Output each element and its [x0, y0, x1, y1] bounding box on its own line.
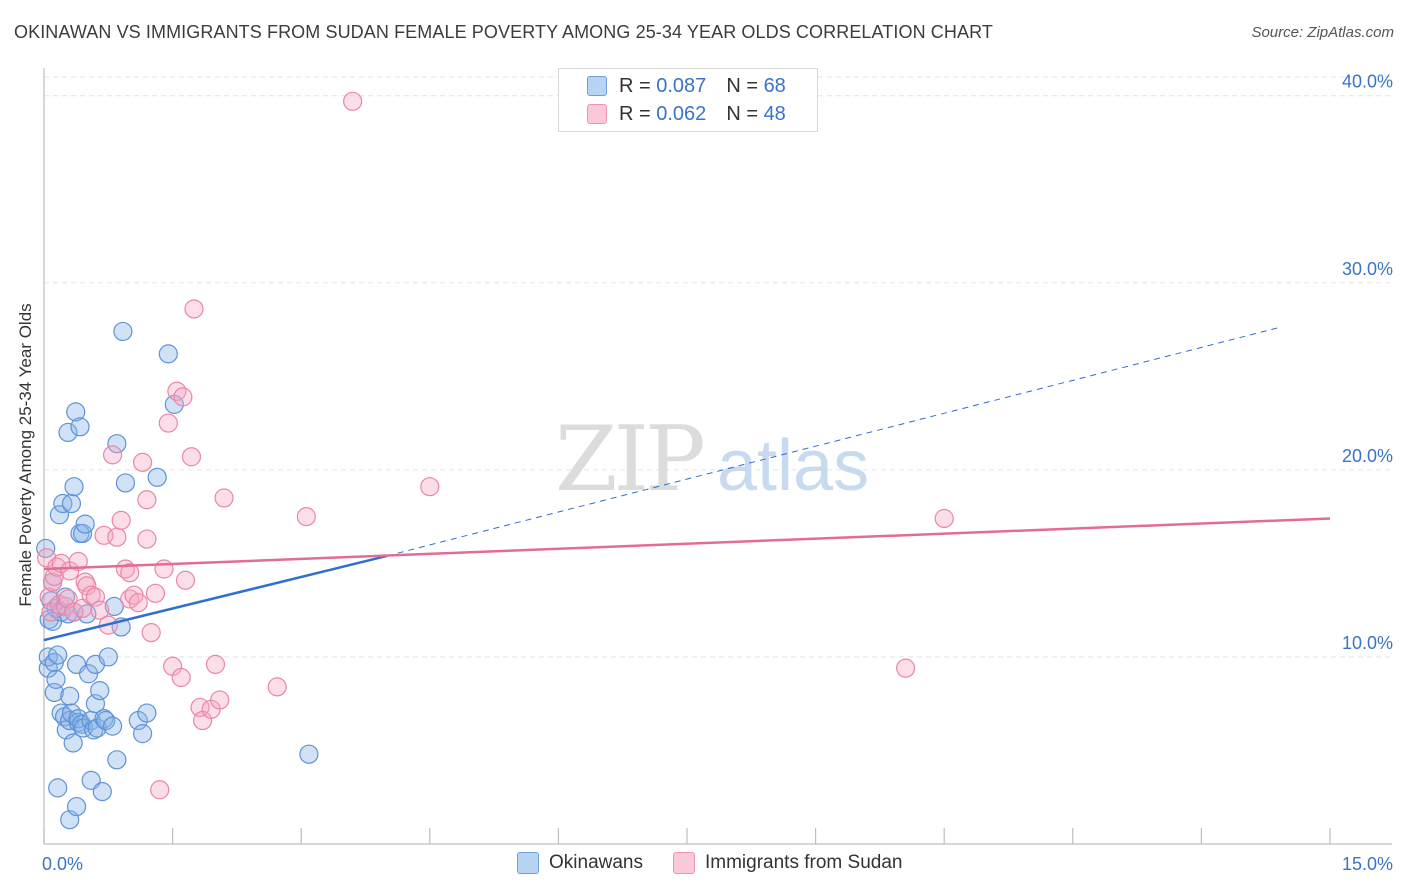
data-point: [48, 645, 68, 665]
watermark: ZIP atlas: [555, 407, 869, 512]
legend-row-sudan: R = 0.062 N = 48: [587, 101, 786, 127]
y-tick-label: 40.0%: [1342, 72, 1393, 92]
data-point: [107, 750, 127, 770]
data-point: [113, 321, 133, 342]
data-point: [38, 658, 58, 678]
data-point: [58, 422, 78, 443]
legend-swatch-sudan: [673, 852, 695, 874]
data-point: [141, 623, 161, 643]
n-value: 48: [763, 102, 786, 125]
watermark-zip: ZIP: [555, 407, 703, 512]
r-label: R =: [619, 74, 651, 97]
data-point: [150, 780, 170, 800]
trend-line-sudan: [43, 517, 1331, 571]
data-point: [137, 490, 157, 510]
data-point: [173, 387, 193, 407]
n-value: 68: [763, 74, 786, 97]
legend-label-okinawans: Okinawans: [549, 852, 643, 873]
data-point: [115, 473, 136, 493]
data-point: [38, 647, 58, 667]
data-point: [158, 344, 178, 364]
data-point: [60, 686, 80, 706]
data-point: [420, 477, 440, 497]
data-point: [104, 596, 124, 617]
r-value: 0.087: [656, 74, 707, 97]
data-point: [90, 600, 110, 620]
swatch-sudan: [587, 104, 607, 124]
legend-row-okinawans: R = 0.087 N = 68: [587, 73, 786, 99]
data-point: [49, 505, 70, 525]
data-point: [98, 647, 118, 667]
chart-title: OKINAWAN VS IMMIGRANTS FROM SUDAN FEMALE…: [14, 22, 993, 42]
data-point: [66, 796, 87, 817]
n-label: N =: [726, 102, 758, 125]
data-point: [63, 733, 83, 753]
series-okinawans: [36, 321, 319, 830]
data-point: [107, 434, 127, 454]
data-point: [210, 690, 230, 710]
y-tick-label: 20.0%: [1342, 446, 1393, 466]
trend-line-okinawans: [43, 554, 388, 642]
data-point: [70, 417, 90, 437]
data-point: [171, 667, 191, 688]
r-value: 0.062: [656, 102, 707, 125]
watermark-atlas: atlas: [717, 426, 869, 506]
data-point: [120, 563, 140, 583]
r-label: R =: [619, 102, 651, 125]
data-point: [46, 669, 66, 689]
data-point: [167, 381, 187, 401]
data-point: [39, 609, 59, 630]
data-point: [296, 507, 316, 527]
data-point: [343, 91, 363, 111]
data-point: [175, 570, 196, 590]
data-point: [107, 527, 127, 547]
axes: [43, 68, 1392, 845]
data-point: [214, 488, 234, 508]
grid-lines: [44, 76, 1392, 658]
x-tick-label-min: 0.0%: [42, 854, 83, 874]
data-point: [68, 551, 88, 572]
data-point: [267, 677, 287, 697]
correlation-legend: R = 0.087 N = 68 R = 0.062 N = 48: [558, 68, 818, 132]
data-point: [896, 658, 916, 678]
series-legend: Okinawans Immigrants from Sudan: [517, 852, 902, 874]
data-point: [158, 413, 178, 433]
swatch-okinawans: [587, 76, 607, 96]
data-point: [39, 587, 59, 607]
source-label: Source: ZipAtlas.com: [1251, 24, 1394, 41]
data-point: [147, 467, 167, 487]
data-point: [102, 445, 123, 465]
n-label: N =: [726, 74, 758, 97]
data-point: [181, 447, 202, 467]
data-point: [111, 510, 131, 530]
data-point: [75, 514, 95, 534]
data-point: [154, 559, 174, 579]
data-point: [137, 529, 157, 549]
data-point: [128, 593, 148, 613]
data-point: [299, 744, 319, 764]
data-point: [137, 703, 157, 723]
data-point: [205, 654, 226, 675]
data-point: [61, 493, 82, 514]
legend-label-sudan: Immigrants from Sudan: [705, 852, 903, 873]
data-point: [66, 402, 86, 422]
data-point: [132, 452, 153, 472]
data-point: [934, 508, 954, 529]
y-tick-label: 10.0%: [1342, 633, 1393, 653]
data-point: [102, 716, 123, 736]
data-point: [64, 477, 84, 497]
data-point: [184, 299, 204, 319]
x-tick-label-max: 15.0%: [1342, 854, 1393, 874]
trend-line-dashed-okinawans: [386, 327, 1279, 557]
y-tick-label: 30.0%: [1342, 259, 1393, 279]
data-point: [132, 724, 153, 744]
data-point: [48, 778, 68, 798]
legend-swatch-okinawans: [517, 852, 539, 874]
data-point: [145, 583, 166, 603]
data-point: [92, 782, 112, 802]
data-point: [90, 680, 110, 701]
